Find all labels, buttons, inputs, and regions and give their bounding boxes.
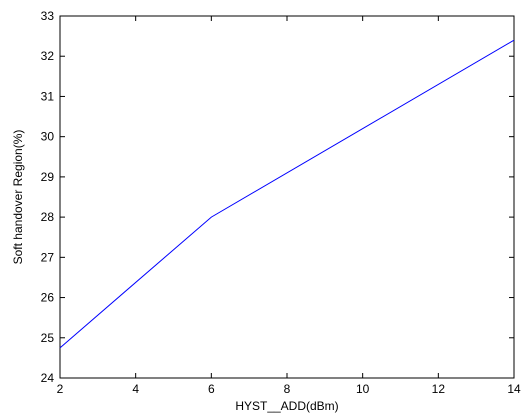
x-axis-title: HYST__ADD(dBm) — [235, 399, 338, 413]
y-axis: 24 25 26 27 28 29 30 31 32 33 — [41, 9, 514, 385]
y-tick-label: 28 — [41, 210, 55, 224]
y-axis-title: Soft handover Region(%) — [11, 130, 25, 265]
x-tick-label: 12 — [432, 382, 446, 396]
y-tick-label: 29 — [41, 170, 55, 184]
x-axis: 2 4 6 8 10 12 14 — [57, 16, 521, 396]
y-tick-label: 31 — [41, 89, 55, 103]
y-tick-label: 30 — [41, 130, 55, 144]
y-tick-label: 26 — [41, 291, 55, 305]
y-tick-label: 24 — [41, 371, 55, 385]
x-tick-label: 6 — [208, 382, 215, 396]
x-tick-label: 8 — [284, 382, 291, 396]
x-tick-label: 14 — [507, 382, 521, 396]
plot-area — [59, 15, 515, 379]
series-line — [59, 39, 515, 349]
x-tick-label: 10 — [356, 382, 370, 396]
series-layer — [59, 39, 515, 349]
x-tick-label: 4 — [132, 382, 139, 396]
y-tick-label: 25 — [41, 331, 55, 345]
y-tick-label: 32 — [41, 49, 55, 63]
y-tick-label: 33 — [41, 9, 55, 23]
x-tick-label: 2 — [57, 382, 64, 396]
y-tick-label: 27 — [41, 250, 55, 264]
